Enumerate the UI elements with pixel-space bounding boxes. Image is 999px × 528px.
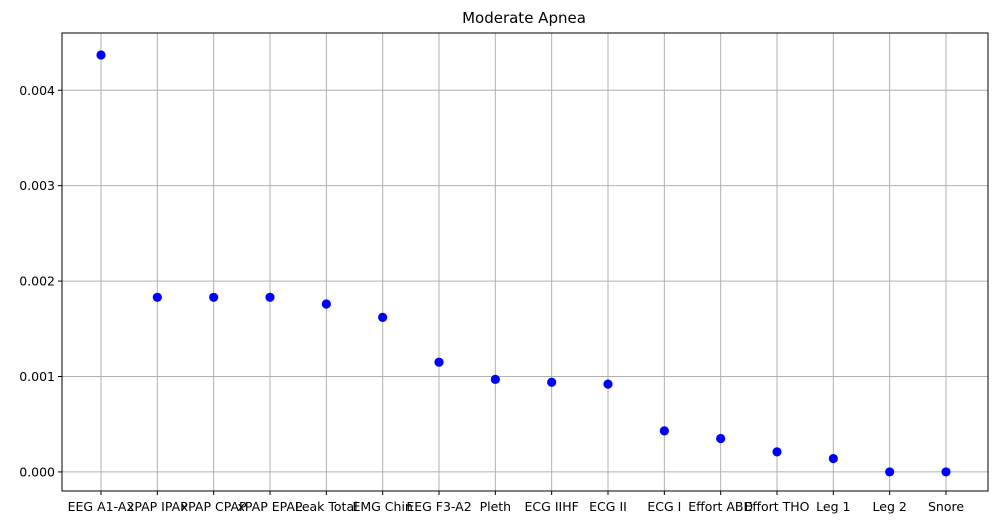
x-tick-label: ECG II bbox=[589, 499, 627, 514]
x-tick-label: EEG F3-A2 bbox=[406, 499, 471, 514]
data-point bbox=[96, 50, 106, 60]
x-tick-label: ECG IIHF bbox=[525, 499, 579, 514]
data-point bbox=[152, 292, 162, 302]
y-tick-label: 0.000 bbox=[19, 464, 55, 479]
y-tick-label: 0.002 bbox=[19, 274, 55, 289]
data-point bbox=[828, 453, 838, 464]
data-point bbox=[209, 292, 219, 302]
y-tick-label: 0.003 bbox=[19, 178, 55, 193]
data-point bbox=[547, 377, 557, 387]
data-point bbox=[378, 312, 388, 322]
data-point bbox=[659, 426, 669, 436]
x-tick-label: xPAP IPAP bbox=[127, 499, 188, 514]
x-tick-label: Leak Total bbox=[295, 499, 358, 514]
x-tick-label: Pleth bbox=[480, 499, 512, 514]
y-tick-label: 0.001 bbox=[19, 369, 55, 384]
data-point bbox=[265, 292, 275, 302]
x-tick-label: xPAP CPAP bbox=[181, 499, 247, 514]
data-point bbox=[772, 447, 782, 457]
x-tick-label: Effort THO bbox=[744, 499, 809, 514]
x-tick-label: Leg 2 bbox=[873, 499, 907, 514]
x-tick-label: Snore bbox=[928, 499, 964, 514]
data-point bbox=[716, 433, 726, 444]
grid-lines bbox=[62, 33, 988, 491]
chart-title: Moderate Apnea bbox=[462, 9, 586, 27]
data-point bbox=[885, 467, 895, 477]
plot-area-frame bbox=[61, 32, 989, 492]
x-tick-label: ECG I bbox=[647, 499, 681, 514]
x-tick-label: EMG Chin bbox=[352, 499, 412, 514]
data-point bbox=[434, 357, 444, 367]
x-tick-label: EEG A1-A2 bbox=[68, 499, 135, 514]
x-tick-label: xPAP EPAP bbox=[238, 499, 303, 514]
data-point bbox=[603, 379, 613, 389]
y-axis-ticks: 0.000 0.001 0.002 0.003 0.004 bbox=[19, 83, 62, 479]
x-tick-label: Effort ABD bbox=[688, 499, 753, 514]
x-tick-label: Leg 1 bbox=[816, 499, 850, 514]
data-point bbox=[321, 299, 331, 309]
data-point bbox=[941, 467, 951, 477]
data-point bbox=[490, 374, 500, 384]
y-tick-label: 0.004 bbox=[19, 83, 55, 98]
data-points bbox=[96, 50, 951, 477]
